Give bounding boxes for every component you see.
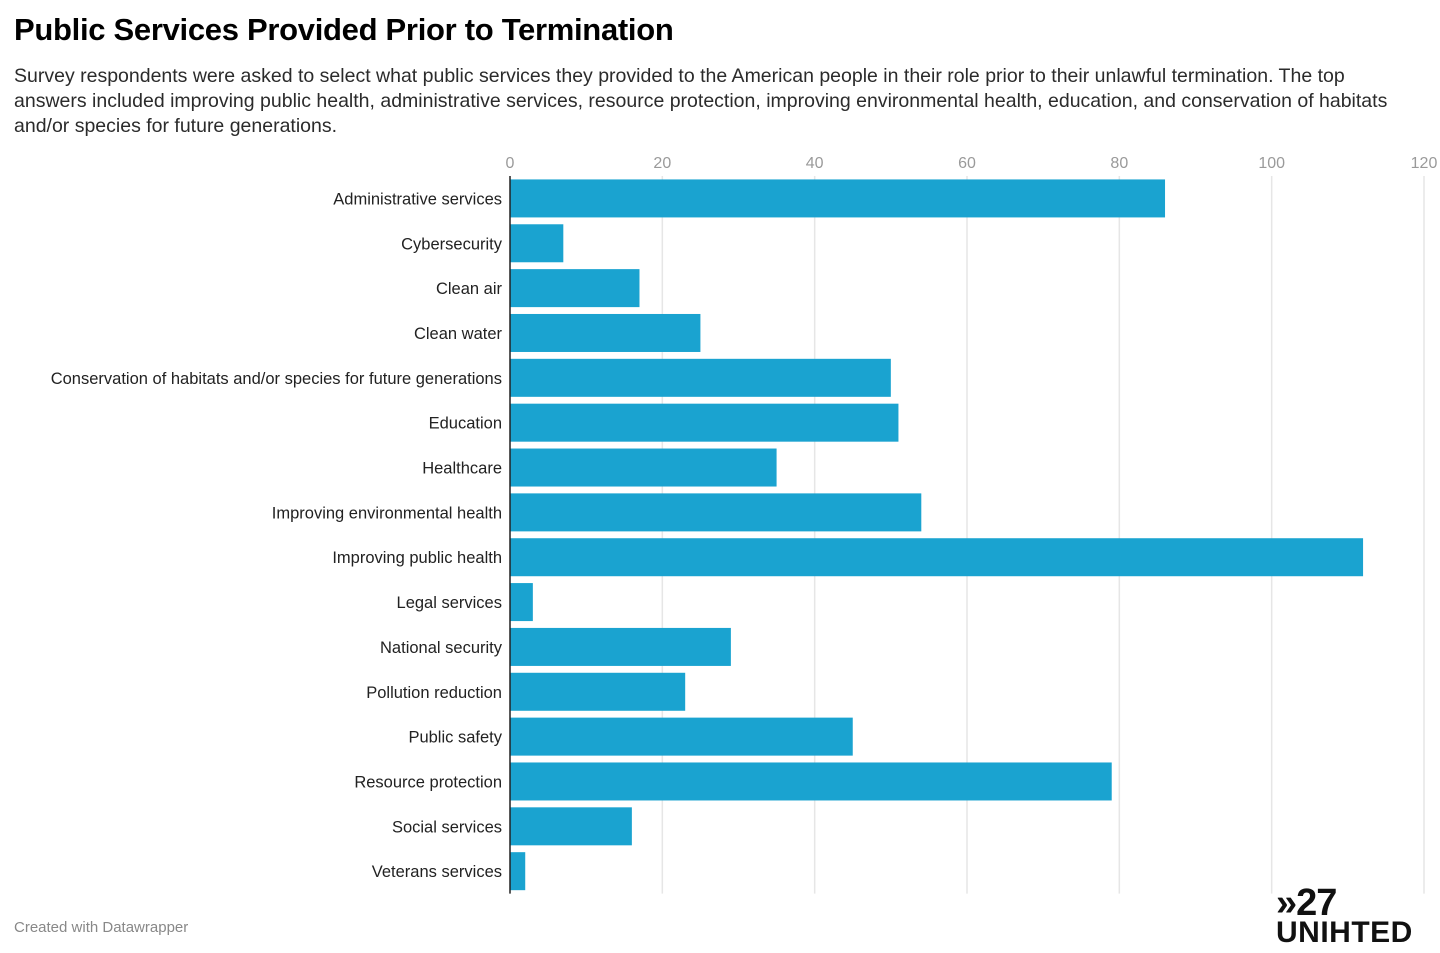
- bar: [510, 717, 853, 756]
- x-tick-label: 0: [506, 155, 515, 172]
- bar: [510, 672, 686, 711]
- logo-word: UNIHTED: [1276, 916, 1413, 949]
- category-label: Cybersecurity: [401, 235, 503, 253]
- category-label: Conservation of habitats and/or species …: [51, 370, 502, 388]
- x-tick-label: 60: [958, 155, 976, 172]
- bar: [510, 583, 533, 622]
- credit-footer[interactable]: Created with Datawrapper: [14, 919, 189, 936]
- category-label: Clean water: [414, 325, 503, 343]
- bar: [510, 313, 701, 352]
- category-label: Education: [429, 415, 502, 433]
- bar: [510, 807, 632, 846]
- category-label: Healthcare: [422, 460, 502, 478]
- category-label: Administrative services: [333, 190, 502, 208]
- category-label: Social services: [392, 818, 502, 836]
- bar: [510, 269, 640, 308]
- chart-subtitle: Survey respondents were asked to select …: [14, 65, 1388, 137]
- category-label: Public safety: [408, 729, 502, 747]
- bar: [510, 448, 777, 487]
- bar: [510, 762, 1112, 801]
- bar: [510, 403, 899, 442]
- x-tick-label: 40: [806, 155, 824, 172]
- x-tick-label: 100: [1258, 155, 1285, 172]
- logo-number: »27: [1276, 882, 1337, 924]
- brand-logo: »27 UNIHTED: [1276, 882, 1428, 949]
- category-label: National security: [380, 639, 503, 657]
- category-label: Resource protection: [354, 773, 502, 791]
- category-label: Clean air: [436, 280, 503, 298]
- bar: [510, 627, 731, 666]
- category-label: Legal services: [397, 594, 502, 612]
- x-tick-label: 20: [653, 155, 671, 172]
- category-label: Improving public health: [332, 549, 502, 567]
- bar: [510, 179, 1166, 218]
- x-tick-label: 120: [1411, 155, 1438, 172]
- bar: [510, 224, 564, 263]
- category-label: Improving environmental health: [272, 504, 502, 522]
- x-tick-label: 80: [1110, 155, 1128, 172]
- bar: [510, 852, 526, 891]
- category-label: Pollution reduction: [366, 684, 502, 702]
- bar: [510, 493, 922, 532]
- category-label: Veterans services: [372, 863, 502, 881]
- chart-title: Public Services Provided Prior to Termin…: [14, 12, 674, 47]
- bar-chart: 0 20 40 60 80 100 120 Administrative services Cy…: [51, 155, 1438, 894]
- bar: [510, 538, 1364, 577]
- bar: [510, 358, 891, 397]
